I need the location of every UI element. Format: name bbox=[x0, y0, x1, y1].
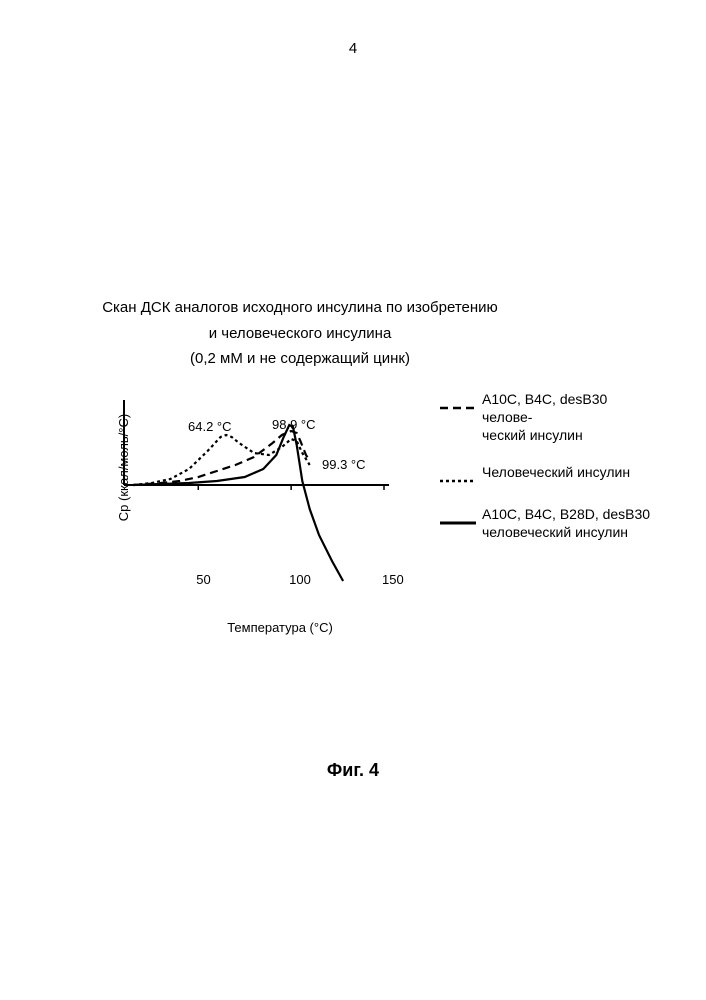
peak-temperature-label: 99.3 °C bbox=[322, 457, 366, 472]
legend-item: A10C, B4C, desB30 челове-ческий инсулин bbox=[440, 390, 660, 445]
legend-item: Человеческий инсулин bbox=[440, 463, 660, 487]
x-tick-label: 150 bbox=[382, 572, 404, 587]
figure-caption: Фиг. 4 bbox=[0, 760, 706, 781]
peak-temperature-label: 98.9 °C bbox=[272, 417, 316, 432]
legend-text: A10C, B4C, B28D, desB30 человеческий инс… bbox=[482, 505, 660, 541]
title-line-2: и человеческого инсулина bbox=[80, 321, 520, 347]
page-number: 4 bbox=[0, 40, 706, 57]
legend-swatch bbox=[440, 471, 476, 487]
legend: A10C, B4C, desB30 челове-ческий инсулин Ч… bbox=[440, 390, 660, 559]
page: 4 Скан ДСК аналогов исходного инсулина п… bbox=[0, 0, 706, 1000]
legend-item: A10C, B4C, B28D, desB30 человеческий инс… bbox=[440, 505, 660, 541]
legend-text: A10C, B4C, desB30 челове-ческий инсулин bbox=[482, 390, 660, 445]
title-line-1: Скан ДСК аналогов исходного инсулина по … bbox=[80, 295, 520, 321]
chart-title: Скан ДСК аналогов исходного инсулина по … bbox=[80, 295, 520, 372]
x-tick-label: 100 bbox=[289, 572, 311, 587]
legend-swatch bbox=[440, 513, 476, 529]
title-line-3: (0,2 мМ и не содержащий цинк) bbox=[80, 346, 520, 372]
x-tick-label: 50 bbox=[196, 572, 210, 587]
chart-svg bbox=[110, 395, 400, 635]
peak-temperature-label: 64.2 °C bbox=[188, 419, 232, 434]
y-axis-label: Cp (ккал/моль/°С) bbox=[116, 414, 131, 521]
legend-swatch bbox=[440, 398, 476, 414]
x-axis-label: Температура (°С) bbox=[180, 620, 380, 635]
legend-text: Человеческий инсулин bbox=[482, 463, 630, 481]
chart-plot-area bbox=[110, 395, 400, 595]
